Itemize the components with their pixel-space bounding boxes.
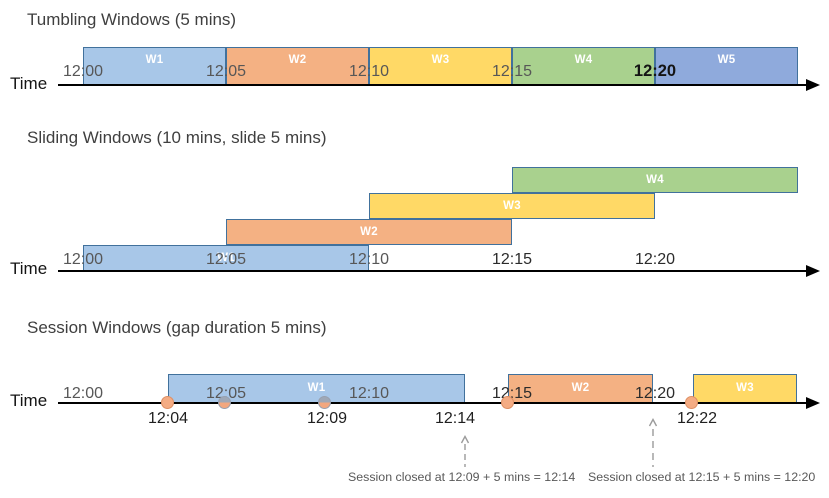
session-tick-1210: 12:10 xyxy=(348,385,390,402)
session-tick-1205: 12:05 xyxy=(205,385,247,402)
window-label: W1 xyxy=(217,252,235,264)
session-close-arrow-1214 xyxy=(460,435,470,467)
tumbling-window-w3: W3 xyxy=(369,47,512,85)
window-label: W1 xyxy=(307,382,326,394)
window-label: W2 xyxy=(571,382,590,394)
sliding-tick-1205: 12:05 xyxy=(205,251,247,268)
tumbling-section-title: Tumbling Windows (5 mins) xyxy=(27,10,237,29)
event-time-label-1222: 12:22 xyxy=(676,410,718,427)
session-tick-1200: 12:00 xyxy=(62,385,104,402)
tumbling-tick-1205: 12:05 xyxy=(205,63,247,80)
sliding-timeline xyxy=(58,270,808,272)
event-time-label-1214: 12:14 xyxy=(434,410,476,427)
window-label: W3 xyxy=(503,200,521,212)
window-label: W2 xyxy=(360,226,378,238)
window-label: W5 xyxy=(717,54,736,66)
tumbling-time-axis-label: Time xyxy=(10,74,48,93)
window-label: W4 xyxy=(646,174,664,186)
session-timeline-arrowhead xyxy=(806,397,820,409)
sliding-timeline-arrowhead xyxy=(806,265,820,277)
event-dot-1205 xyxy=(218,396,231,409)
event-dot-1209 xyxy=(318,396,331,409)
tumbling-timeline xyxy=(58,84,808,86)
sliding-window-w4: W4 xyxy=(512,167,798,193)
session-close-annotation-2: Session closed at 12:15 + 5 mins = 12:20 xyxy=(588,470,816,484)
session-time-axis-label: Time xyxy=(10,391,48,410)
window-label: W3 xyxy=(736,382,754,394)
tumbling-tick-1210: 12:10 xyxy=(348,63,390,80)
window-label: W2 xyxy=(288,54,307,66)
event-dot-1204 xyxy=(161,396,174,409)
tumbling-tick-1215: 12:15 xyxy=(491,63,533,80)
sliding-tick-1210: 12:10 xyxy=(348,251,390,268)
tumbling-window-w5: W5 xyxy=(655,47,798,85)
window-label: W1 xyxy=(145,54,164,66)
event-time-label-1209: 12:09 xyxy=(306,410,348,427)
event-dot-1215 xyxy=(501,396,514,409)
session-window-w1: W1 xyxy=(168,374,465,403)
session-close-arrow-1220 xyxy=(648,418,658,467)
sliding-window-w1: W1 xyxy=(83,245,369,271)
window-label: W3 xyxy=(431,54,450,66)
sliding-tick-1215: 12:15 xyxy=(491,251,533,268)
sliding-section-title: Sliding Windows (10 mins, slide 5 mins) xyxy=(27,128,327,147)
sliding-window-w3: W3 xyxy=(369,193,655,219)
event-dot-1222 xyxy=(685,396,698,409)
window-label: W4 xyxy=(574,54,593,66)
sliding-window-w2: W2 xyxy=(226,219,512,245)
session-section-title: Session Windows (gap duration 5 mins) xyxy=(27,318,327,337)
tumbling-tick-1220: 12:20 xyxy=(633,62,677,80)
session-close-annotation-1: Session closed at 12:09 + 5 mins = 12:14 xyxy=(348,470,576,484)
session-tick-1220: 12:20 xyxy=(634,385,676,402)
sliding-tick-1220: 12:20 xyxy=(634,251,676,268)
sliding-time-axis-label: Time xyxy=(10,259,48,278)
tumbling-window-w1: W1 xyxy=(83,47,226,85)
session-window-w3: W3 xyxy=(693,374,797,403)
sliding-tick-1200: 12:00 xyxy=(62,251,104,268)
session-timeline xyxy=(58,402,808,404)
tumbling-tick-1200: 12:00 xyxy=(62,63,104,80)
event-time-label-1204: 12:04 xyxy=(147,410,189,427)
tumbling-timeline-arrowhead xyxy=(806,79,820,91)
